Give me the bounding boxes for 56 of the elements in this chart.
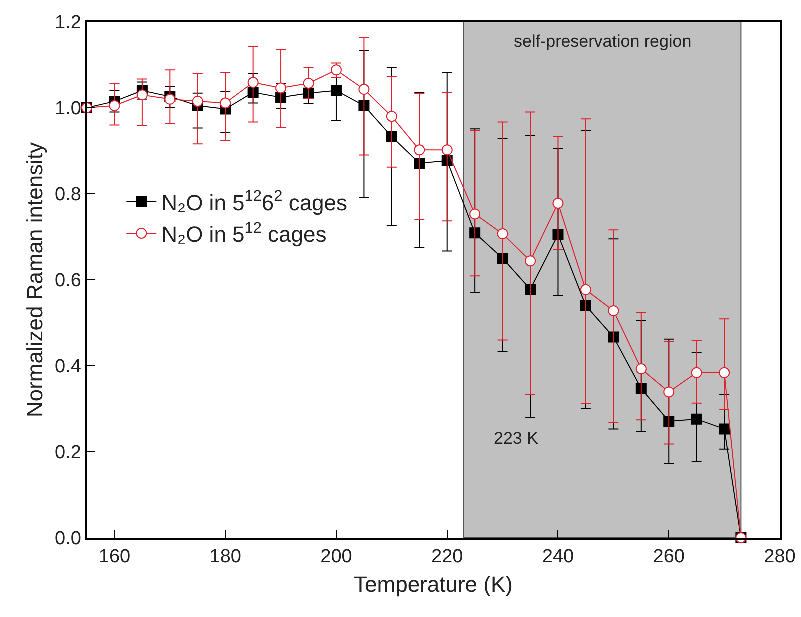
point [497, 228, 508, 240]
x-tick-label: 280 [764, 546, 796, 568]
point [358, 100, 370, 112]
point [220, 98, 232, 109]
point [525, 284, 536, 295]
point [691, 414, 702, 425]
y-axis-title: Normalized Raman intensity [22, 142, 48, 418]
point [691, 367, 702, 378]
x-tick-label: 260 [653, 546, 685, 568]
point [608, 332, 620, 343]
point [303, 78, 314, 89]
point [608, 305, 620, 316]
point [192, 96, 204, 108]
point [470, 228, 481, 239]
y-tick-label: 0.4 [55, 356, 82, 378]
x-tick-label: 160 [98, 546, 131, 568]
x-tick-label: 240 [542, 546, 574, 568]
point [276, 82, 287, 94]
point [358, 84, 370, 96]
point [386, 131, 398, 142]
point [525, 256, 536, 267]
point [414, 144, 426, 156]
x-tick-label: 200 [320, 546, 352, 568]
point [719, 424, 730, 435]
point [580, 284, 592, 296]
point [164, 94, 176, 105]
y-tick-label: 0.8 [55, 184, 82, 206]
point [497, 253, 508, 264]
annotation: 223 K [494, 429, 540, 448]
point [386, 111, 398, 122]
point [552, 198, 564, 209]
point [470, 208, 481, 220]
legend-label: N₂O in 5$^{12}$ cages [162, 220, 327, 248]
point [636, 364, 647, 375]
point [719, 367, 730, 378]
point [136, 90, 148, 101]
point [664, 416, 675, 427]
point [414, 158, 426, 169]
x-axis-title: Temperature (K) [354, 572, 513, 597]
x-tick-label: 220 [432, 546, 464, 568]
y-tick-label: 1.2 [55, 12, 82, 34]
point [442, 144, 453, 156]
point [580, 300, 592, 312]
point [109, 100, 120, 112]
y-tick-label: 0.6 [55, 270, 82, 292]
point [636, 383, 647, 394]
point [552, 229, 564, 240]
y-tick-label: 1.0 [55, 98, 82, 120]
y-tick-label: 0.2 [55, 442, 82, 464]
point [664, 386, 675, 398]
y-tick-label: 0.0 [55, 528, 82, 550]
point [248, 77, 259, 88]
band-label: self-preservation region [514, 32, 692, 51]
legend-label: N₂O in 5$^{12}$6$^{2}$ cages [162, 188, 348, 216]
point [330, 85, 342, 96]
x-tick-label: 180 [210, 546, 242, 568]
